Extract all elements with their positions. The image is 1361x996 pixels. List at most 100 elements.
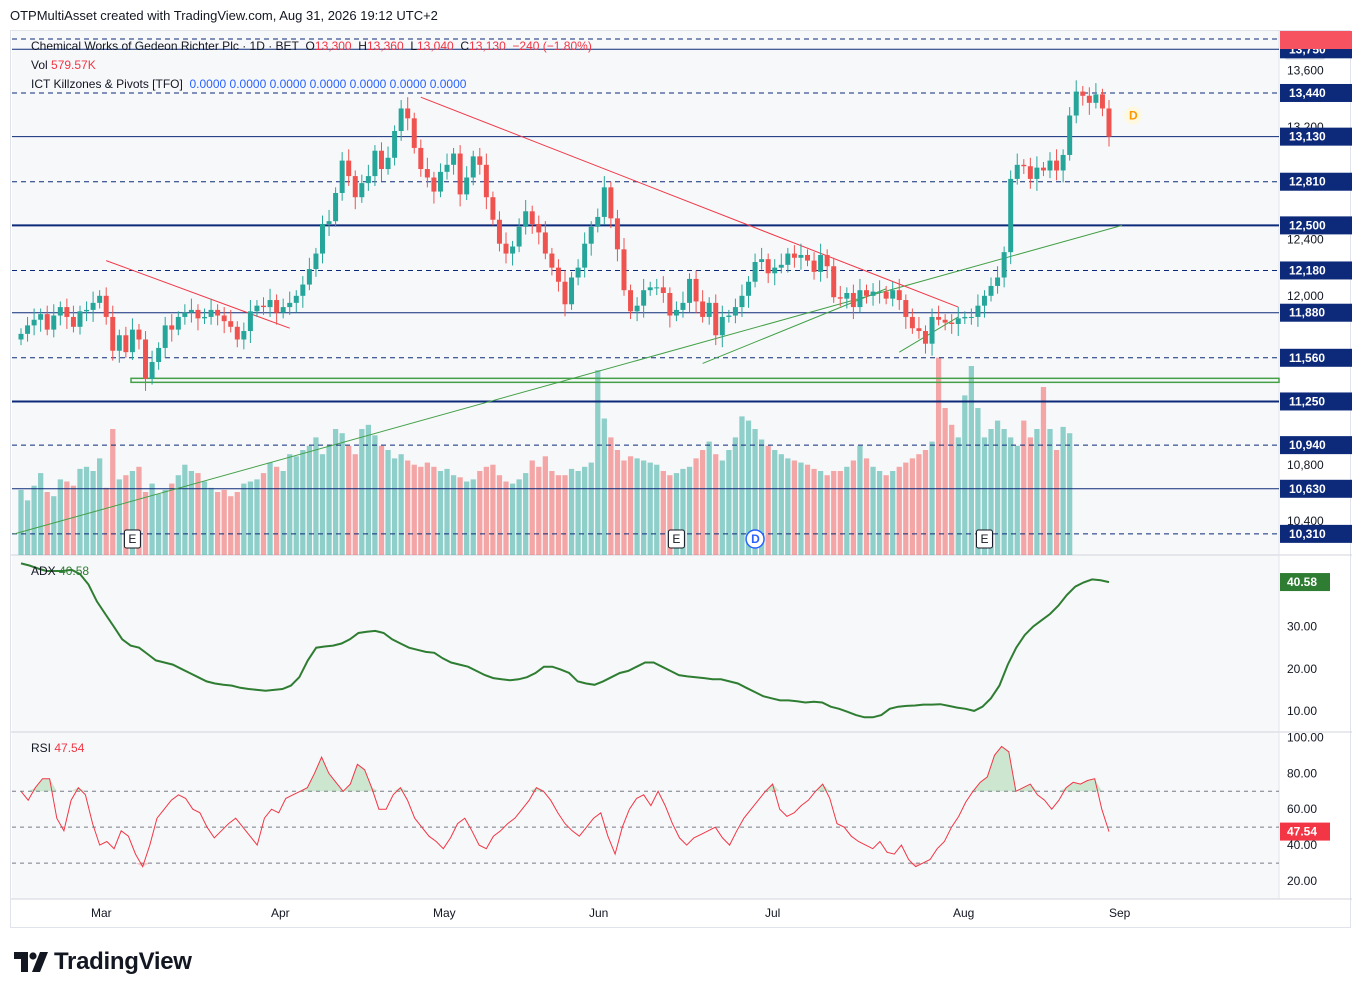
volume-bar [542,456,548,555]
volume-bar [490,464,496,555]
volume-bar [601,418,607,555]
candle-body [726,315,732,317]
candle-body [772,267,778,274]
trendline-down-main [420,96,959,308]
candle-body [929,316,935,344]
volume-bar [136,466,142,555]
rsi-tick-label: 60.00 [1287,802,1317,816]
volume-bar [896,466,902,555]
volume-bar [241,483,247,555]
candle-body [936,316,942,320]
rsi-overbought-fill [980,776,988,792]
volume-bar [975,408,981,555]
volume-bar [1027,437,1033,555]
candle-body [765,259,771,274]
rsi-overbought-fill [78,787,86,792]
volume-bar [391,458,398,555]
volume-bar [477,471,483,555]
chart-canvas[interactable]: HUF13,60013,20012,40012,00010,80010,4001… [11,31,1352,929]
volume-bar [260,473,267,555]
volume-bar [765,445,771,555]
volume-bar [352,454,358,555]
candle-body [103,295,109,317]
candle-body [457,153,463,195]
earnings-marker-label: E [672,532,680,546]
legend-open: 13,300 [314,39,352,53]
volume-bar [221,489,227,555]
candle-body [70,316,76,327]
candle-body [57,307,63,316]
level-label: 10,630 [1289,482,1326,496]
volume-bar [529,460,535,555]
volume-bar [647,462,653,555]
candle-body [496,219,502,244]
volume-bar [732,437,739,555]
candle-body [785,253,791,265]
chart-frame[interactable]: HUF13,60013,20012,40012,00010,80010,4001… [10,30,1352,929]
volume-bar [968,366,974,555]
rsi-tick-label: 100.00 [1287,730,1324,744]
rsi-overbought-fill [994,746,1002,792]
volume-bar [431,466,437,555]
rsi-tick-label: 20.00 [1287,874,1317,888]
level-label: 11,250 [1289,394,1325,408]
candle-body [909,316,915,329]
legend-rsi[interactable]: RSI 47.54 [31,741,85,755]
legend-volume: Vol 579.57K [31,58,96,72]
legend-indicator[interactable]: ICT Killzones & Pivots [TFO] 0.0000 0.00… [31,77,466,91]
tradingview-logo-icon [14,952,48,972]
volume-bar [549,471,555,555]
candle-body [169,325,175,330]
candle-body [431,177,437,192]
candle-body [1067,115,1073,155]
price-tick-label: 10,400 [1287,514,1324,528]
candle-body [228,321,234,327]
volume-bar [1047,429,1053,555]
volume-bar [1040,387,1047,555]
level-label: 12,500 [1289,218,1326,232]
earnings-marker [123,529,141,549]
rsi-overbought-fill [987,755,995,792]
volume-bar [129,471,136,555]
candle-body [398,108,404,132]
trendline-up-3 [899,316,959,353]
candle-body [18,333,24,340]
volume-bar [654,464,660,555]
candle-body [732,307,738,316]
candle-body [300,284,306,296]
volume-bar [188,471,195,555]
candle-body [673,309,679,316]
candle-body [149,362,155,379]
level-label: 12,810 [1289,175,1326,189]
volume-bar [319,454,326,555]
candle-body [51,315,57,330]
candle-body [595,216,601,227]
volume-bar [1014,445,1020,555]
dividend-marker [745,529,765,549]
level-label: 13,440 [1289,86,1326,100]
rsi-overbought-fill [42,778,50,792]
legend-symbol[interactable]: Chemical Works of Gedeon Richter Plc · 1… [31,39,299,53]
candle-body [156,347,162,363]
volume-bar [837,471,843,555]
volume-bar [300,450,306,555]
volume-bar [929,441,935,555]
candle-body [1040,167,1046,171]
candle-body [116,335,122,351]
legend-adx[interactable]: ADX 40.58 [31,564,90,578]
volume-bar [785,458,791,555]
adx-tick-label: 20.00 [1287,662,1317,676]
volume-bar [149,483,155,555]
candle-body [84,309,90,312]
rsi-overbought-fill [350,764,358,792]
candle-body [359,183,365,198]
candle-body [536,223,542,233]
volume-bar [582,466,588,555]
candle-body [516,226,522,247]
volume-bar [876,471,883,555]
candle-body [877,291,883,293]
candle-body [798,254,804,258]
candle-body [1008,178,1014,253]
volume-bar [1008,437,1014,555]
volume-bar [608,437,614,555]
